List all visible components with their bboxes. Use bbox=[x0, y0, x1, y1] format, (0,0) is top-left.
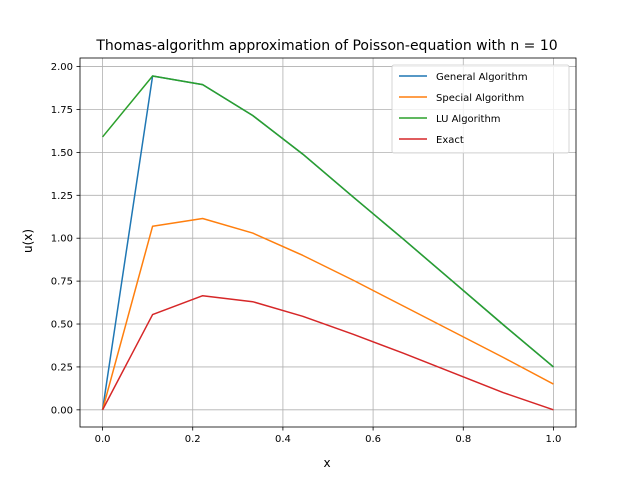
x-tick-label: 0.8 bbox=[455, 434, 471, 445]
x-tick-label: 0.0 bbox=[95, 434, 111, 445]
plot-frame bbox=[79, 57, 577, 428]
x-tick-label: 0.6 bbox=[365, 434, 381, 445]
y-tick-label: 2.00 bbox=[51, 62, 73, 73]
grid bbox=[80, 58, 576, 427]
series-line-3 bbox=[101, 75, 554, 368]
chart-title: Thomas-algorithm approximation of Poisso… bbox=[95, 38, 557, 54]
y-axis-label: u(x) bbox=[21, 229, 35, 253]
y-tick-label: 0.00 bbox=[51, 405, 73, 416]
x-axis-label: x bbox=[323, 456, 330, 470]
y-tick-label: 1.00 bbox=[51, 234, 73, 245]
y-tick-label: 0.75 bbox=[51, 277, 73, 288]
legend: General Algorithm Special Algorithm LU Alg… bbox=[391, 64, 570, 154]
legend-label: LU Algorithm bbox=[436, 114, 501, 125]
legend-label: Exact bbox=[436, 135, 464, 146]
series-line-4 bbox=[101, 294, 554, 411]
y-tick-label: 1.25 bbox=[51, 191, 73, 202]
series-line-2 bbox=[101, 217, 554, 411]
legend-label: Special Algorithm bbox=[436, 93, 524, 104]
x-tick-label: 0.4 bbox=[275, 434, 291, 445]
y-tick-label: 1.75 bbox=[51, 105, 73, 116]
y-tick-label: 0.50 bbox=[51, 320, 73, 331]
y-tick-label: 1.50 bbox=[51, 148, 73, 159]
series-lines bbox=[101, 75, 554, 411]
legend-label: General Algorithm bbox=[436, 72, 528, 83]
axis-ticks: 0.0 0.2 0.4 0.6 0.8 1.0 0.00 0.25 0.50 0.75 1.00 1.… bbox=[51, 62, 562, 445]
x-tick-label: 0.2 bbox=[185, 434, 201, 445]
x-tick-label: 1.0 bbox=[546, 434, 562, 445]
y-tick-label: 0.25 bbox=[51, 362, 73, 373]
legend-box bbox=[391, 64, 570, 154]
